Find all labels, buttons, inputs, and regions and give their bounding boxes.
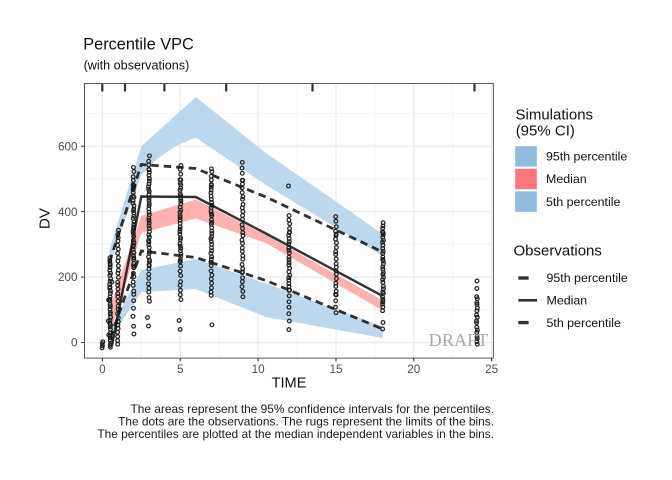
- svg-text:Median: Median: [546, 172, 587, 186]
- svg-text:95th percentile: 95th percentile: [546, 150, 627, 164]
- svg-text:5th percentile: 5th percentile: [546, 195, 621, 209]
- svg-text:(95% CI): (95% CI): [516, 122, 575, 139]
- svg-text:DV: DV: [36, 207, 53, 229]
- svg-text:200: 200: [58, 271, 78, 284]
- svg-text:Percentile VPC: Percentile VPC: [83, 36, 194, 54]
- svg-text:Median: Median: [547, 294, 588, 308]
- svg-text:5: 5: [177, 363, 184, 376]
- svg-text:20: 20: [407, 363, 421, 376]
- svg-text:Simulations: Simulations: [516, 106, 594, 123]
- svg-text:The areas represent the 95% co: The areas represent the 95% confidence i…: [130, 402, 494, 416]
- svg-text:The dots are the observations.: The dots are the observations. The rugs …: [118, 414, 494, 428]
- svg-text:10: 10: [252, 363, 266, 376]
- svg-text:25: 25: [485, 363, 499, 376]
- svg-text:TIME: TIME: [272, 376, 307, 392]
- svg-text:95th percentile: 95th percentile: [547, 271, 628, 285]
- svg-text:0: 0: [71, 337, 78, 350]
- svg-text:Observations: Observations: [514, 243, 602, 260]
- svg-text:400: 400: [58, 206, 78, 219]
- svg-text:0: 0: [99, 363, 106, 376]
- svg-text:DRAFT: DRAFT: [429, 330, 489, 350]
- svg-text:5th percentile: 5th percentile: [547, 316, 622, 330]
- svg-text:The percentiles are plotted at: The percentiles are plotted at the media…: [97, 427, 494, 441]
- svg-text:(with observations): (with observations): [84, 59, 190, 73]
- svg-text:600: 600: [58, 140, 78, 153]
- svg-text:15: 15: [329, 363, 343, 376]
